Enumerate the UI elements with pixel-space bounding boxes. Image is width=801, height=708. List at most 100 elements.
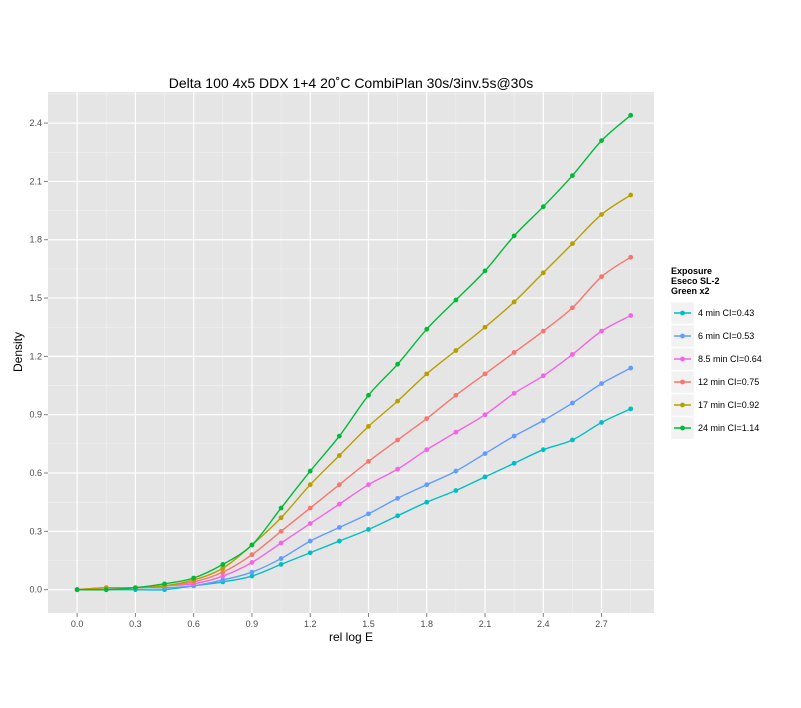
data-point [249,542,255,548]
y-tick-label: 2.1 [29,176,42,186]
data-point [336,538,342,544]
data-point [453,488,459,493]
data-point [628,254,634,260]
data-point [599,138,604,144]
data-point [511,433,517,439]
y-tick-label: 1.5 [29,293,42,303]
data-point [424,482,430,488]
y-tick-label: 0.0 [29,585,42,595]
data-point [395,513,401,519]
legend-title: Green x2 [671,286,710,296]
data-point [336,453,342,458]
series-group [74,112,634,593]
legend-label: 8.5 min CI=0.64 [698,354,762,364]
series-line [77,114,632,591]
data-point [395,437,401,443]
legend-title: Exposure [671,266,712,276]
x-tick-label: 1.2 [304,619,317,629]
data-point [395,495,401,501]
legend-label: 17 min CI=0.92 [698,400,759,410]
data-point [599,212,604,217]
data-point [511,299,517,305]
data-point [307,468,313,474]
y-tick-label: 0.6 [29,468,42,478]
x-axis-title: rel log E [329,630,373,644]
data-point [599,328,604,334]
data-point [511,390,517,396]
data-point [366,392,371,398]
x-tick-label: 0.0 [71,619,84,629]
legend-key-point [680,310,685,316]
x-tick-label: 1.5 [362,619,375,629]
data-point [278,561,284,567]
series-line [77,367,632,591]
data-point [453,348,459,353]
data-point [628,406,634,412]
legend-label: 4 min CI=0.43 [698,308,754,318]
data-point [482,412,488,418]
data-point [453,429,459,435]
data-point [540,447,546,453]
data-point [366,511,371,517]
data-point [278,515,284,521]
data-point [570,173,575,178]
data-point [482,371,488,377]
data-point [307,550,313,556]
data-point [249,569,255,575]
data-point [453,468,459,474]
series-line [77,408,631,591]
y-tick-label: 1.2 [29,351,42,361]
data-point [395,361,401,367]
axis-layer: 0.0 0.3 0.6 0.9 1.2 1.5 1.8 2.1 2.4 2.7 0.0 0.3 0.6 0… [29,118,607,629]
data-point [366,423,371,429]
data-point [249,552,255,558]
legend-label: 12 min CI=0.75 [698,377,759,387]
data-point [570,437,575,443]
data-point [570,241,575,247]
data-point [599,381,604,387]
data-point [511,460,517,466]
data-point [570,400,575,406]
data-point [307,521,313,526]
data-point [307,505,313,511]
data-point [278,556,284,561]
data-point [540,418,546,423]
data-point [453,297,459,303]
data-point [395,466,401,472]
data-point [599,420,604,425]
data-point [540,328,546,334]
data-point [278,528,284,534]
data-point [74,587,80,593]
data-point [424,371,430,377]
plot-panel [48,92,654,613]
data-point [336,433,342,439]
series-layer [74,112,634,593]
y-tick-label: 0.3 [29,526,42,536]
data-point [482,451,488,456]
data-point [424,447,430,453]
legend-key-point [680,402,685,408]
data-point [599,274,604,280]
data-point [540,270,546,276]
data-point [103,587,109,593]
data-point [424,499,430,505]
data-point [133,585,138,591]
data-point [220,573,226,579]
data-point [511,233,517,239]
data-point [336,482,342,488]
data-point [307,538,313,544]
data-point [336,501,342,507]
x-tick-label: 0.9 [246,619,259,629]
data-point [249,560,255,565]
y-tick-label: 1.8 [29,235,42,245]
data-point [540,373,546,379]
data-point [336,525,342,530]
data-point [249,573,255,579]
data-point [424,326,430,332]
data-point [424,416,430,421]
y-tick-label: 0.9 [29,410,42,420]
y-axis-title: Density [11,332,25,372]
data-point [366,458,371,464]
data-point [191,575,197,581]
